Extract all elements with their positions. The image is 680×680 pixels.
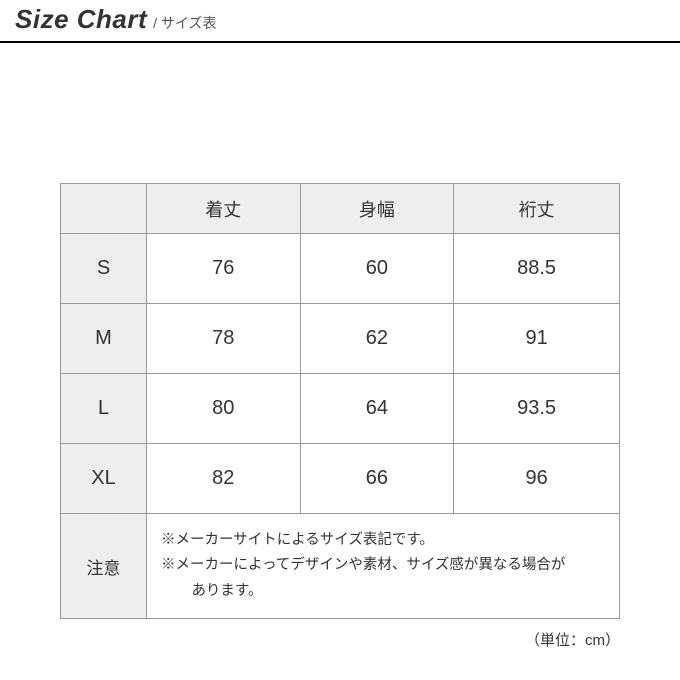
header-cell: 着丈 — [147, 184, 301, 234]
cell-value: 66 — [300, 444, 454, 514]
title-japanese: / サイズ表 — [153, 13, 216, 33]
cell-value: 60 — [300, 234, 454, 304]
header-cell-empty — [61, 184, 147, 234]
note-text: あります。 — [161, 579, 605, 604]
header-cell: 身幅 — [300, 184, 454, 234]
table-row: M 78 62 91 — [61, 304, 620, 374]
size-chart-table: 着丈 身幅 裄丈 S 76 60 88.5 M 78 62 91 L 80 64 — [60, 183, 620, 619]
size-label: XL — [61, 444, 147, 514]
cell-value: 96 — [454, 444, 620, 514]
table-row: L 80 64 93.5 — [61, 374, 620, 444]
note-label: 注意 — [61, 514, 147, 619]
table-header-row: 着丈 身幅 裄丈 — [61, 184, 620, 234]
size-label: M — [61, 304, 147, 374]
table-row: S 76 60 88.5 — [61, 234, 620, 304]
table-note-row: 注意 ※メーカーサイトによるサイズ表記です。 ※メーカーによってデザインや素材、… — [61, 514, 620, 619]
size-label: L — [61, 374, 147, 444]
cell-value: 82 — [147, 444, 301, 514]
title-english: Size Chart — [15, 4, 147, 35]
cell-value: 78 — [147, 304, 301, 374]
table-row: XL 82 66 96 — [61, 444, 620, 514]
section-header: Size Chart / サイズ表 — [0, 0, 680, 43]
unit-label: （単位：cm） — [60, 619, 620, 650]
cell-value: 91 — [454, 304, 620, 374]
cell-value: 80 — [147, 374, 301, 444]
cell-value: 93.5 — [454, 374, 620, 444]
cell-value: 76 — [147, 234, 301, 304]
note-text: ※メーカーサイトによるサイズ表記です。 — [161, 528, 605, 553]
size-label: S — [61, 234, 147, 304]
cell-value: 88.5 — [454, 234, 620, 304]
size-table-container: 着丈 身幅 裄丈 S 76 60 88.5 M 78 62 91 L 80 64 — [0, 43, 680, 650]
cell-value: 62 — [300, 304, 454, 374]
cell-value: 64 — [300, 374, 454, 444]
header-cell: 裄丈 — [454, 184, 620, 234]
note-text: ※メーカーによってデザインや素材、サイズ感が異なる場合が — [161, 553, 605, 578]
note-cell: ※メーカーサイトによるサイズ表記です。 ※メーカーによってデザインや素材、サイズ… — [147, 514, 620, 619]
